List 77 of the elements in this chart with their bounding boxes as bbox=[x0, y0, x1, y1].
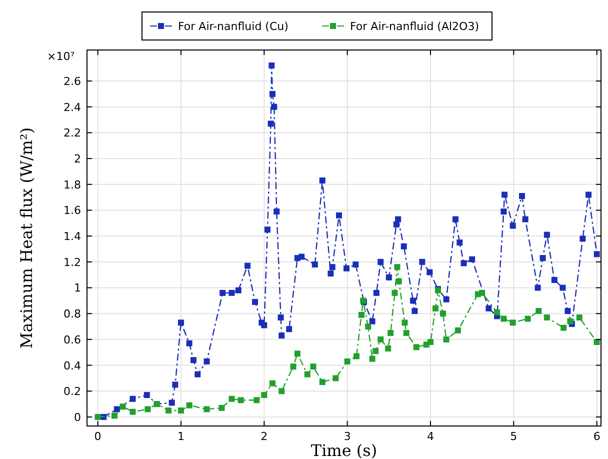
y-tick-label: 2 bbox=[74, 152, 81, 166]
point bbox=[536, 308, 542, 314]
point bbox=[269, 380, 276, 386]
legend-label: For Air-nanfluid (Cu) bbox=[178, 20, 288, 33]
point bbox=[440, 310, 446, 317]
point bbox=[166, 407, 172, 414]
point bbox=[402, 320, 408, 326]
point bbox=[479, 290, 486, 296]
point bbox=[494, 309, 500, 316]
point bbox=[332, 375, 339, 382]
y-tick-label: 0 bbox=[74, 410, 81, 424]
point bbox=[238, 397, 244, 404]
point bbox=[432, 305, 438, 312]
point bbox=[344, 358, 350, 364]
point bbox=[560, 324, 567, 331]
y-tick-label: 0.8 bbox=[64, 308, 81, 321]
x-tick-label: 0 bbox=[94, 430, 102, 443]
point bbox=[369, 356, 376, 362]
point bbox=[510, 320, 516, 326]
point bbox=[544, 314, 550, 320]
point bbox=[254, 397, 260, 404]
x-tick-label: 2 bbox=[260, 430, 268, 443]
point bbox=[144, 406, 151, 412]
legend-label: For Air-nanfluid (Al2O3) bbox=[350, 20, 479, 33]
y-tick-label: 2.2 bbox=[64, 126, 81, 140]
x-tick-label: 4 bbox=[427, 430, 434, 443]
y-tick-label: 1.2 bbox=[64, 256, 81, 269]
point bbox=[413, 344, 420, 350]
point bbox=[394, 264, 400, 270]
y-tick-label: 1.8 bbox=[64, 178, 81, 192]
point bbox=[130, 408, 136, 415]
point bbox=[111, 412, 118, 419]
point bbox=[228, 396, 235, 402]
y-tick-label: 2.6 bbox=[64, 75, 81, 88]
y-tick-label: 1.6 bbox=[64, 204, 81, 218]
point bbox=[378, 336, 384, 342]
y-axis-title: Maximum Heat flux (W/m²) bbox=[17, 127, 36, 349]
point bbox=[278, 388, 285, 394]
point bbox=[353, 353, 360, 360]
point bbox=[294, 350, 300, 357]
text: ×10⁷ bbox=[47, 50, 75, 63]
y-tick-label: 1.4 bbox=[64, 230, 81, 244]
x-tick-label: 5 bbox=[510, 430, 518, 443]
point bbox=[454, 327, 461, 334]
point bbox=[358, 312, 364, 318]
point bbox=[576, 314, 582, 320]
y-tick-label: 2.4 bbox=[64, 100, 81, 114]
point bbox=[178, 407, 184, 414]
point bbox=[567, 318, 574, 324]
x-tick-label: 1 bbox=[177, 430, 184, 443]
point bbox=[443, 336, 450, 342]
point bbox=[428, 339, 434, 346]
point bbox=[120, 404, 126, 410]
point bbox=[319, 379, 326, 386]
point bbox=[396, 278, 402, 284]
point bbox=[365, 324, 372, 330]
point bbox=[304, 371, 310, 378]
point bbox=[524, 316, 531, 322]
point bbox=[403, 330, 410, 336]
x-tick-label: 3 bbox=[344, 430, 351, 443]
x-tick-label: 6 bbox=[593, 430, 600, 443]
point bbox=[310, 364, 316, 370]
point bbox=[392, 290, 398, 296]
y-tick-label: 0.6 bbox=[64, 333, 81, 346]
y-tick-label: 0.4 bbox=[64, 359, 81, 372]
point bbox=[218, 404, 225, 411]
point bbox=[290, 364, 296, 370]
point bbox=[500, 316, 507, 322]
y-tick-label: 0.2 bbox=[64, 385, 81, 398]
y-tick-label: 1 bbox=[74, 282, 81, 295]
point bbox=[388, 330, 394, 336]
point bbox=[204, 406, 210, 412]
point bbox=[261, 392, 268, 398]
point bbox=[186, 402, 192, 408]
point bbox=[372, 348, 379, 354]
point bbox=[94, 414, 101, 420]
point bbox=[385, 345, 392, 352]
